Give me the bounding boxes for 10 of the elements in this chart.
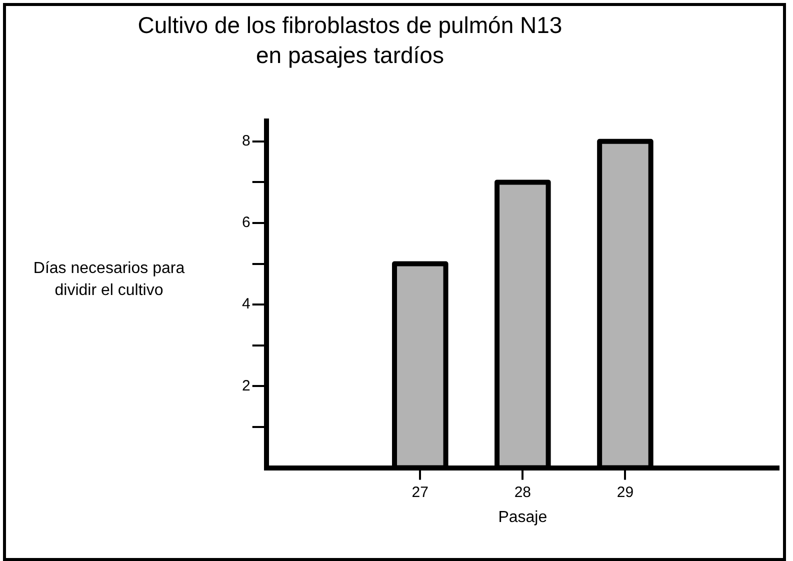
x-tick-label: 29 [616, 484, 634, 501]
y-tick-label: 4 [242, 296, 250, 313]
y-axis-title: Días necesarios para dividir el cultivo [32, 259, 186, 301]
x-tick-label: 28 [514, 484, 532, 501]
y-tick-label: 2 [242, 377, 250, 394]
x-tick-label: 27 [412, 484, 428, 501]
y-tick-label: 8 [242, 132, 250, 150]
x-axis-title: Pasaje [498, 508, 548, 526]
chart-title: Cultivo de los fibroblastos de pulmón N13 en pasajes tardíos [136, 11, 564, 70]
y-tick-label: 6 [242, 214, 250, 232]
